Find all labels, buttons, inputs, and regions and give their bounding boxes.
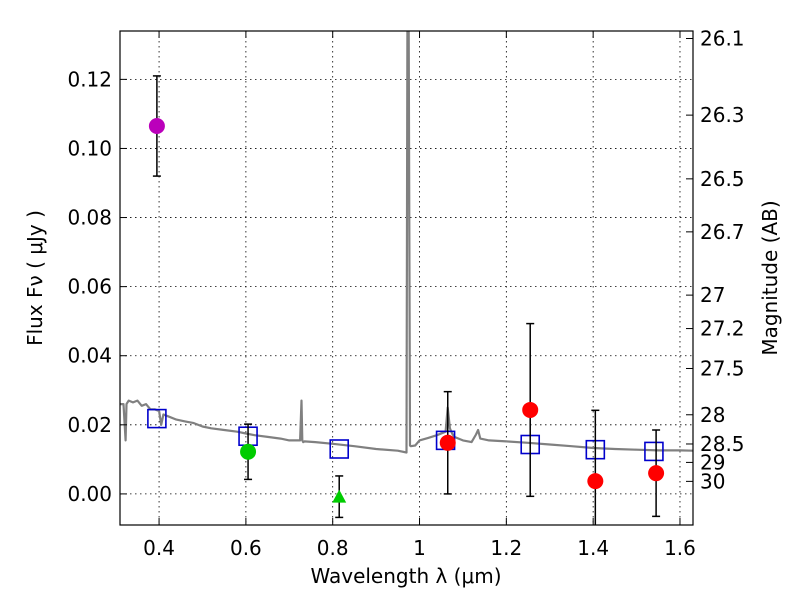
y-tick-label: 0.10 [67, 136, 112, 160]
observed-flux-point [148, 118, 165, 134]
mag-tick-label: 28 [700, 403, 725, 427]
mag-tick-label: 29 [700, 450, 725, 474]
x-tick-label: 1.6 [664, 536, 696, 560]
x-tick-label: 0.8 [317, 536, 349, 560]
mag-tick-label: 27 [700, 283, 725, 307]
mag-tick-label: 28.5 [700, 432, 745, 456]
upper-limit-point [332, 489, 347, 503]
y-tick-label: 0.02 [67, 413, 112, 437]
mag-tick-label: 27.2 [700, 317, 745, 341]
mag-tick-label: 27.5 [700, 356, 745, 380]
x-tick-label: 1 [413, 536, 426, 560]
model-flux-square [147, 408, 167, 429]
mag-tick-label: 26.3 [700, 103, 745, 127]
plot-frame [119, 30, 694, 526]
x-axis-title: Wavelength λ (μm) [310, 564, 501, 588]
y-tick-label: 0.08 [67, 206, 112, 230]
mag-tick-label: 26.5 [700, 167, 745, 191]
model-flux-square [644, 441, 664, 462]
axes: 0.4 0.6 0.8 1 1.2 1.4 1.6 0.00 0.02 0.04 0.06 0.08 0… [67, 27, 744, 560]
y-tick-label: 0.12 [67, 67, 112, 91]
observed-flux-point [522, 401, 539, 418]
x-tick-label: 0.4 [143, 536, 175, 560]
x-tick-label: 1.2 [490, 536, 522, 560]
y-tick-label: 0.06 [67, 275, 112, 299]
y-tick-label: 0.00 [67, 482, 112, 506]
observed-flux-point [240, 443, 257, 460]
observed-flux-point [439, 434, 456, 451]
x-tick-label: 0.6 [230, 536, 262, 560]
y-axis-title: Flux Fν ( μJy ) [23, 210, 47, 346]
mag-tick-label: 30 [700, 469, 725, 493]
observed-flux-point [648, 465, 665, 482]
mag-tick-label: 26.1 [700, 27, 745, 51]
y-tick-label: 0.04 [67, 344, 112, 368]
model-spectrum-line [120, 31, 693, 454]
plot-area [120, 31, 693, 525]
y-axis-right-title: Magnitude (AB) [758, 200, 782, 355]
x-tick-label: 1.4 [577, 536, 609, 560]
observed-flux-point [587, 473, 604, 490]
model-flux-square [329, 439, 350, 459]
mag-tick-label: 26.7 [700, 220, 745, 244]
